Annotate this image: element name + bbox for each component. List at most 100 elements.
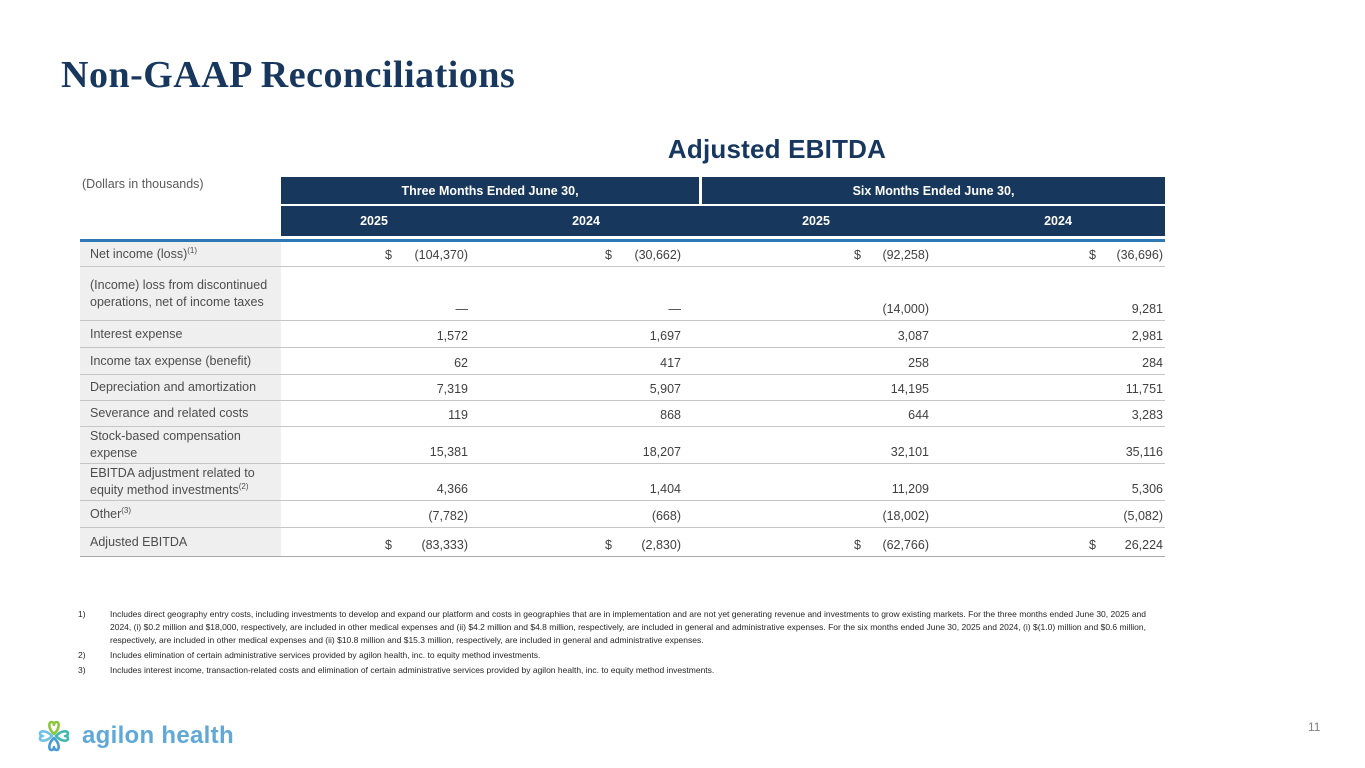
dollar-sign: $ xyxy=(854,248,861,262)
table-row: Other(3) (7,782) (668) (18,002) (5,082) xyxy=(80,501,1165,528)
row-label-text: Other xyxy=(90,506,122,521)
table-row: (Income) loss from discontinued operatio… xyxy=(80,267,1165,321)
row-label: Depreciation and amortization xyxy=(80,375,281,400)
table-row: Depreciation and amortization 7,319 5,90… xyxy=(80,375,1165,401)
page-title: Non-GAAP Reconciliations xyxy=(61,54,516,96)
value-text: (104,370) xyxy=(414,248,468,262)
value-text: (83,333) xyxy=(421,538,468,552)
value-cell: 644 xyxy=(722,401,943,426)
value-cell: 284 xyxy=(943,348,1165,374)
year-col-header: 2025 xyxy=(360,214,388,228)
value-cell: $ (30,662) xyxy=(500,242,722,266)
value-cell: 119 xyxy=(281,401,500,426)
value-text: 644 xyxy=(908,408,929,422)
row-label-text: Income tax expense (benefit) xyxy=(90,353,252,368)
footnote: 3) Includes interest income, transaction… xyxy=(78,664,1146,677)
value-text: 1,697 xyxy=(649,329,681,343)
value-cell: (7,782) xyxy=(281,501,500,527)
value-cell: 7,319 xyxy=(281,375,500,400)
value-cell: 18,207 xyxy=(500,427,722,463)
units-note: (Dollars in thousands) xyxy=(82,177,204,191)
row-label: Stock-based compensation expense xyxy=(80,427,281,463)
value-cell: 11,209 xyxy=(722,464,943,500)
row-label: Interest expense xyxy=(80,321,281,347)
row-label-text: Stock-based compensation expense xyxy=(90,429,241,460)
value-text: (92,258) xyxy=(882,248,929,262)
value-text: (62,766) xyxy=(882,538,929,552)
value-cell: 1,404 xyxy=(500,464,722,500)
footnote-number: 2) xyxy=(78,650,86,660)
row-label: Adjusted EBITDA xyxy=(80,528,281,556)
value-text: 11,751 xyxy=(1125,382,1163,396)
value-text: 2,981 xyxy=(1131,329,1163,343)
row-label-text: (Income) loss from discontinued operatio… xyxy=(90,277,268,309)
value-text: 7,319 xyxy=(436,382,468,396)
value-cell: (668) xyxy=(500,501,722,527)
dollar-sign: $ xyxy=(854,538,861,552)
row-label-text: EBITDA adjustment related to equity meth… xyxy=(90,466,255,497)
value-text: 11,209 xyxy=(891,482,929,496)
value-text: 26,224 xyxy=(1124,538,1163,552)
value-text: 1,404 xyxy=(649,482,681,496)
table-row: Net income (loss)(1) $ (104,370) $ (30,662… xyxy=(80,242,1165,267)
value-text: — xyxy=(455,302,469,316)
value-cell: 868 xyxy=(500,401,722,426)
table-row: Interest expense 1,572 1,697 3,087 2,981 xyxy=(80,321,1165,348)
row-label: Severance and related costs xyxy=(80,401,281,426)
footnote: 2) Includes elimination of certain admin… xyxy=(78,649,1146,662)
year-header-row: 2025 2024 2025 2024 xyxy=(281,206,1165,236)
value-text: (36,696) xyxy=(1116,248,1163,262)
value-text: 258 xyxy=(908,356,929,370)
row-label: Income tax expense (benefit) xyxy=(80,348,281,374)
dollar-sign: $ xyxy=(605,538,612,552)
table-row: Adjusted EBITDA $ (83,333) $ (2,830) $ (62,… xyxy=(80,528,1165,557)
value-text: 32,101 xyxy=(890,445,929,459)
value-text: (14,000) xyxy=(882,302,929,316)
value-cell: 417 xyxy=(500,348,722,374)
value-cell: 258 xyxy=(722,348,943,374)
value-text: 284 xyxy=(1142,356,1163,370)
value-cell: 15,381 xyxy=(281,427,500,463)
footnote-superscript: (1) xyxy=(187,245,198,255)
value-cell: $ (83,333) xyxy=(281,528,500,556)
adjusted-ebitda-table: Three Months Ended June 30, Six Months E… xyxy=(80,177,1165,559)
footnote-superscript: (3) xyxy=(121,505,132,515)
dollar-sign: $ xyxy=(385,538,392,552)
logo-wordmark: agilon health xyxy=(82,722,234,749)
value-cell: 14,195 xyxy=(722,375,943,400)
value-text: (668) xyxy=(651,509,681,523)
value-text: 18,207 xyxy=(642,445,681,459)
footnote-text: Includes interest income, transaction-re… xyxy=(110,665,715,675)
row-label-text: Adjusted EBITDA xyxy=(90,534,188,549)
value-text: — xyxy=(668,302,682,316)
year-col-header: 2025 xyxy=(802,214,830,228)
value-cell: 32,101 xyxy=(722,427,943,463)
value-text: 868 xyxy=(660,408,681,422)
row-label: Other(3) xyxy=(80,501,281,527)
value-text: 15,381 xyxy=(429,445,468,459)
row-label: Net income (loss)(1) xyxy=(80,242,281,266)
value-text: (30,662) xyxy=(634,248,681,262)
value-text: 62 xyxy=(454,356,468,370)
value-cell: 35,116 xyxy=(943,427,1165,463)
value-cell: $ (36,696) xyxy=(943,242,1165,266)
year-col-header: 2024 xyxy=(1044,214,1072,228)
footnote-number: 3) xyxy=(78,665,86,675)
value-cell: 62 xyxy=(281,348,500,374)
value-text: 3,283 xyxy=(1131,408,1163,422)
value-cell: 1,697 xyxy=(500,321,722,347)
value-text: 1,572 xyxy=(436,329,468,343)
value-cell: 3,283 xyxy=(943,401,1165,426)
value-text: 417 xyxy=(660,356,681,370)
dollar-sign: $ xyxy=(605,248,612,262)
value-text: 5,907 xyxy=(649,382,681,396)
value-text: (5,082) xyxy=(1123,509,1163,523)
value-cell: (5,082) xyxy=(943,501,1165,527)
dollar-sign: $ xyxy=(1089,248,1096,262)
value-cell: 5,907 xyxy=(500,375,722,400)
value-text: (18,002) xyxy=(882,509,929,523)
row-label-text: Net income (loss) xyxy=(90,246,188,261)
value-text: 5,306 xyxy=(1131,482,1163,496)
footnote: 1) Includes direct geography entry costs… xyxy=(78,608,1146,647)
table-body: Net income (loss)(1) $ (104,370) $ (30,662… xyxy=(80,242,1165,557)
